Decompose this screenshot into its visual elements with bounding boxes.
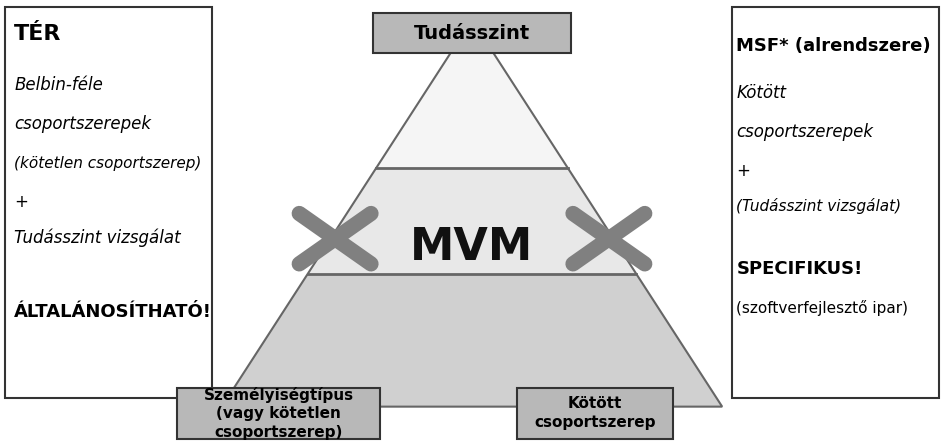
Polygon shape bbox=[308, 168, 636, 274]
Text: Kötött: Kötött bbox=[736, 84, 786, 102]
Text: MVM: MVM bbox=[411, 226, 533, 269]
FancyBboxPatch shape bbox=[732, 7, 939, 398]
Text: Tudásszint: Tudásszint bbox=[413, 24, 531, 42]
Text: (Tudásszint vizsgálat): (Tudásszint vizsgálat) bbox=[736, 198, 902, 214]
Text: csoportszerepek: csoportszerepek bbox=[14, 115, 151, 133]
Text: +: + bbox=[736, 162, 750, 180]
Text: (szoftverfejlesztő ipar): (szoftverfejlesztő ipar) bbox=[736, 300, 908, 316]
Text: TÉR: TÉR bbox=[14, 24, 61, 44]
Text: Tudásszint vizsgálat: Tudásszint vizsgálat bbox=[14, 228, 181, 247]
FancyBboxPatch shape bbox=[373, 13, 571, 53]
Text: +: + bbox=[14, 193, 28, 211]
FancyBboxPatch shape bbox=[177, 388, 379, 438]
Text: MSF* (alrendszere): MSF* (alrendszere) bbox=[736, 37, 931, 55]
Text: Belbin-féle: Belbin-féle bbox=[14, 76, 103, 94]
FancyBboxPatch shape bbox=[5, 7, 212, 398]
Text: csoportszerepek: csoportszerepek bbox=[736, 123, 873, 141]
Text: Kötött
csoportszerep: Kötött csoportszerep bbox=[534, 396, 655, 430]
FancyBboxPatch shape bbox=[517, 388, 672, 438]
Text: SPECIFIKUS!: SPECIFIKUS! bbox=[736, 260, 863, 278]
Text: (kötetlen csoportszerep): (kötetlen csoportszerep) bbox=[14, 156, 201, 171]
Polygon shape bbox=[377, 20, 567, 168]
Text: Személyiségtípus
(vagy kötetlen
csoportszerep): Személyiségtípus (vagy kötetlen csoports… bbox=[203, 387, 354, 440]
Polygon shape bbox=[222, 274, 722, 407]
Text: ÁLTALÁNOSÍTHATÓ!: ÁLTALÁNOSÍTHATÓ! bbox=[14, 303, 212, 321]
